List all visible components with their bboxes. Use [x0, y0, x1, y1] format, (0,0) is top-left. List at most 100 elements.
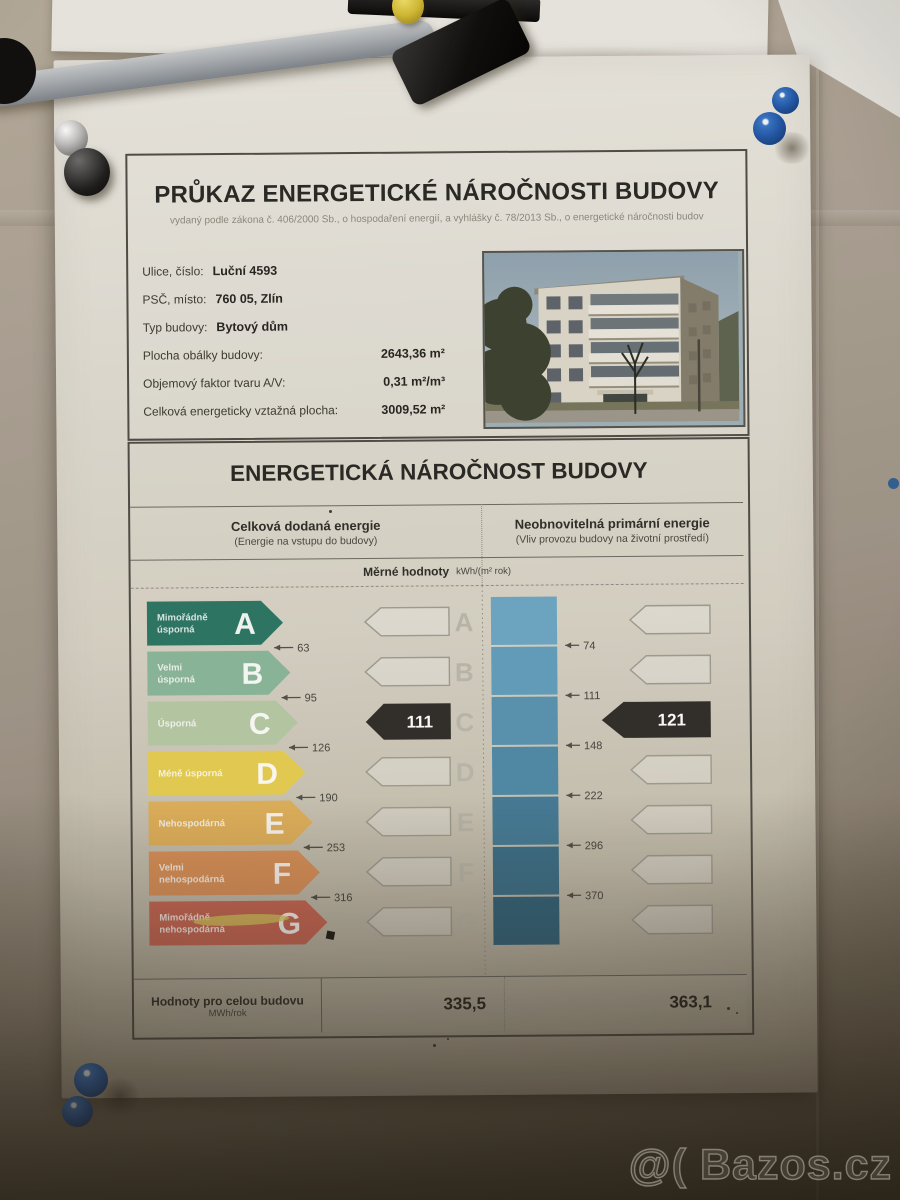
- ink-speck: [433, 1044, 436, 1047]
- rating-bar-label: úsporná: [157, 674, 195, 685]
- threshold-label-left: 95: [305, 692, 317, 704]
- empty-arrow-left: [365, 856, 452, 887]
- totals-header-cell: Hodnoty pro celou budovu MWh/rok: [133, 978, 323, 1034]
- rating-bar-letter: B: [241, 658, 263, 691]
- primary-energy-bar: [492, 796, 559, 845]
- rating-bar-letter: C: [249, 708, 271, 741]
- threshold-arrowhead: [566, 842, 573, 849]
- threshold-arrowhead: [288, 744, 295, 751]
- field-value: 760 05, Zlín: [215, 291, 283, 307]
- rating-bar-label: Mimořádně: [157, 612, 208, 623]
- certificate-subtitle: vydaný podle zákona č. 406/2000 Sb., o h…: [169, 211, 704, 227]
- rating-bar-label: Velmi: [157, 662, 182, 673]
- field-street: Ulice, číslo: Luční 4593: [142, 255, 444, 285]
- threshold-arrowhead: [296, 794, 303, 801]
- ink-speck: [736, 1012, 738, 1014]
- empty-arrow-left: [365, 806, 452, 837]
- field-label: PSČ, místo:: [142, 292, 207, 307]
- empty-arrow-left: [365, 756, 451, 787]
- specific-values-unit: kWh/(m² rok): [456, 565, 512, 577]
- primary-energy-bar: [492, 846, 560, 895]
- value-arrow-primary: [601, 701, 711, 738]
- scale-letter-left: C: [455, 707, 474, 737]
- rating-bar-label: Nehospodárná: [159, 818, 226, 830]
- energy-rating-box: ENERGETICKÁ NÁROČNOST BUDOVY Celková dod…: [127, 436, 755, 1040]
- scale-letter-left: D: [456, 757, 475, 787]
- field-label: Typ budovy:: [142, 320, 208, 335]
- threshold-arrowhead: [566, 792, 573, 799]
- rating-bar-label: Méně úsporná: [158, 768, 223, 780]
- scale-letter-left: A: [454, 607, 473, 637]
- column-header-primary-energy: Neobnovitelná primární energie (Vliv pro…: [481, 503, 743, 557]
- field-reference-area: Celková energeticky vztažná plocha: 3009…: [143, 395, 445, 425]
- field-label: Ulice, číslo:: [142, 264, 204, 279]
- blue-push-pin-bottom-1: [74, 1063, 108, 1097]
- rating-bar-letter: E: [264, 808, 284, 841]
- blue-push-pin-bottom-2: [62, 1096, 93, 1127]
- rating-bar-letter: A: [234, 608, 256, 641]
- rating-bar-letter: F: [273, 858, 292, 891]
- threshold-label-right: 111: [584, 690, 601, 702]
- value-delivered: 111: [406, 712, 433, 731]
- threshold-arrowhead: [565, 692, 572, 699]
- column-header-delivered-energy: Celková dodaná energie (Energie na vstup…: [130, 505, 481, 560]
- threshold-label-right: 222: [584, 790, 602, 802]
- threshold-arrowhead: [567, 892, 574, 899]
- empty-arrow-left: [364, 656, 451, 687]
- threshold-label-left: 63: [297, 642, 309, 654]
- rating-bar-label: nehospodárná: [159, 924, 225, 936]
- empty-arrow-right: [629, 654, 712, 685]
- threshold-label-right: 148: [584, 740, 602, 752]
- field-city: PSČ, místo: 760 05, Zlín: [142, 283, 444, 313]
- totals-row: Hodnoty pro celou budovu MWh/rok 335,5 3…: [133, 973, 748, 1034]
- certificate-paper: PRŮKAZ ENERGETICKÉ NÁROČNOSTI BUDOVY vyd…: [53, 54, 818, 1099]
- primary-energy-bar: [490, 596, 558, 645]
- total-value-primary: 363,1: [503, 974, 748, 1031]
- threshold-label-right: 74: [583, 640, 595, 652]
- scale-letter-left: E: [457, 807, 475, 837]
- field-envelope-area: Plocha obálky budovy: 2643,36 m²: [143, 339, 445, 369]
- pen-dot: [325, 930, 336, 940]
- column-divider: [481, 586, 486, 977]
- threshold-arrowhead: [303, 844, 310, 851]
- threshold-label-left: 253: [327, 842, 345, 854]
- certificate-title: PRŮKAZ ENERGETICKÉ NÁROČNOSTI BUDOVY: [154, 177, 719, 209]
- scale-letter-left: B: [455, 657, 474, 687]
- section2-title: ENERGETICKÁ NÁROČNOST BUDOVY: [229, 457, 648, 487]
- ink-speck: [727, 1007, 730, 1010]
- rating-bar-label: úsporná: [157, 624, 195, 635]
- field-label: Objemový faktor tvaru A/V:: [143, 375, 286, 391]
- building-photo: [482, 248, 746, 430]
- field-value: 2643,36 m²: [380, 346, 445, 361]
- blue-pin-far-right: [888, 478, 899, 489]
- threshold-label-left: 316: [334, 892, 352, 904]
- primary-energy-bar: [491, 696, 558, 745]
- blue-push-pin-top-2: [753, 112, 786, 145]
- rating-bar-label: nehospodárná: [159, 874, 225, 886]
- column-title: Celková dodaná energie: [230, 517, 381, 534]
- rating-bar-letter: G: [278, 907, 302, 940]
- threshold-arrowhead: [281, 694, 288, 701]
- column-title: Neobnovitelná primární energie: [514, 514, 710, 532]
- scale-letter-left: F: [458, 857, 474, 887]
- primary-energy-bar: [491, 746, 559, 795]
- rating-bar-letter: D: [256, 758, 278, 791]
- field-value: Bytový dům: [216, 319, 288, 335]
- totals-unit: MWh/rok: [208, 1007, 247, 1019]
- empty-arrow-left: [366, 906, 453, 937]
- black-push-pin: [64, 148, 110, 196]
- blue-push-pin-top-1: [772, 87, 799, 114]
- primary-energy-bar: [491, 646, 558, 695]
- empty-arrow-right: [630, 854, 713, 885]
- field-value: 0,31 m²/m³: [383, 374, 446, 389]
- field-building-type: Typ budovy: Bytový dům: [143, 311, 445, 341]
- threshold-label-right: 370: [585, 890, 603, 902]
- threshold-arrowhead: [565, 742, 572, 749]
- certificate-header-box: PRŮKAZ ENERGETICKÉ NÁROČNOSTI BUDOVY vyd…: [125, 148, 750, 441]
- bazos-watermark: @( Bazos.cz: [628, 1140, 892, 1189]
- threshold-arrowhead: [565, 642, 572, 649]
- threshold-arrowhead: [311, 894, 318, 901]
- field-value: Luční 4593: [212, 263, 278, 279]
- rating-bar-label: Úsporná: [158, 717, 197, 729]
